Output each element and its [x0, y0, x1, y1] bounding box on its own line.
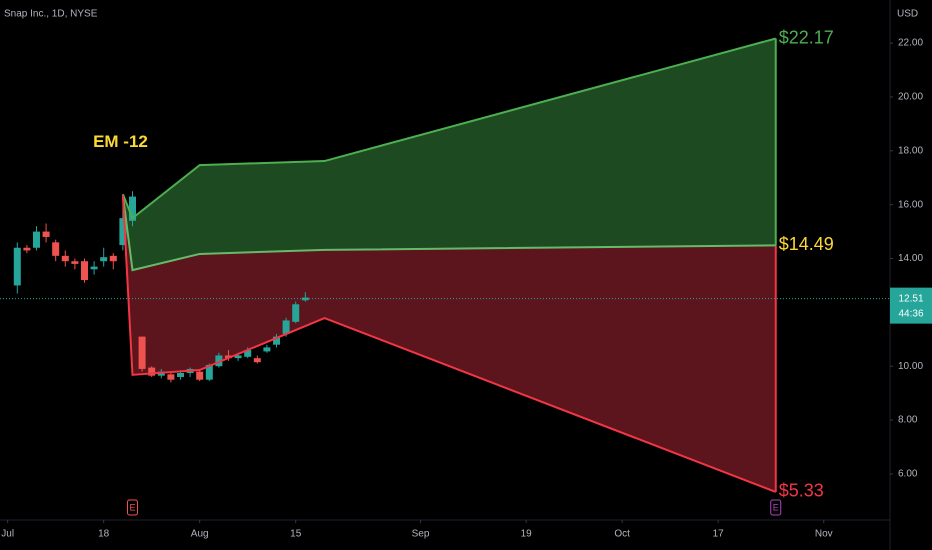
band-area [122, 38, 776, 271]
candle-body [23, 247, 31, 251]
candle-body [42, 231, 50, 237]
candle-body [225, 355, 233, 359]
candle-body [215, 355, 223, 367]
candle-body [52, 242, 60, 256]
y-tick-label: 10.00 [898, 361, 923, 372]
candle-body [205, 364, 213, 380]
candle-body [282, 320, 290, 334]
x-tick-label: Sep [412, 529, 430, 540]
countdown: 44:36 [898, 308, 923, 319]
event-label: E [129, 502, 135, 512]
x-tick-label: Oct [614, 529, 630, 540]
y-tick-label: 22.00 [898, 38, 923, 49]
x-tick-label: 17 [713, 529, 725, 540]
x-tick-label: 18 [98, 529, 110, 540]
x-tick-label: Jul [1, 529, 14, 540]
candle-body [138, 336, 146, 369]
candle-body [244, 350, 252, 357]
event-marker [126, 499, 138, 516]
y-tick-label: 18.00 [898, 145, 923, 156]
band-end-label: $14.49 [779, 234, 834, 254]
candle-body [273, 336, 281, 345]
candle-body [119, 218, 127, 246]
candle-body [32, 231, 40, 248]
chart-title: Snap Inc., 1D, NYSE [4, 9, 98, 20]
candle-body [109, 255, 117, 262]
candle-body [234, 355, 242, 359]
y-tick-label: 20.00 [898, 92, 923, 103]
band-line [121, 37, 777, 220]
candle-body [100, 257, 108, 262]
band-line [121, 195, 777, 493]
candle-body [80, 261, 88, 281]
candle-body [253, 358, 261, 363]
x-tick-label: Aug [191, 529, 209, 540]
event-marker [770, 499, 782, 516]
candle-body [13, 247, 21, 286]
x-tick-label: 15 [290, 529, 302, 540]
band-end-label: $5.33 [779, 481, 824, 501]
y-tick-label: 6.00 [898, 469, 918, 480]
candle-body [263, 347, 271, 352]
event-label: E [773, 502, 779, 512]
last-price-label: 12.51 [898, 293, 923, 304]
x-tick-label: Nov [815, 529, 833, 540]
candle-body [301, 297, 309, 301]
x-tick-label: 19 [521, 529, 533, 540]
candle-body [176, 372, 184, 378]
band-line [121, 195, 776, 272]
annotation: EM -12 [93, 132, 148, 151]
candle-body [167, 374, 175, 380]
candle-body [61, 255, 69, 262]
candle-body [71, 261, 79, 264]
y-tick-label: 14.00 [898, 253, 923, 264]
candle-body [292, 304, 300, 322]
band-end-label: $22.17 [779, 27, 834, 47]
band-area [122, 195, 776, 492]
y-tick-label: 16.00 [898, 199, 923, 210]
candle-body [90, 266, 98, 270]
currency: USD [897, 9, 918, 20]
candle-body [148, 367, 156, 376]
last-price-badge [890, 287, 932, 324]
candle-body [128, 196, 136, 221]
candle-body [196, 371, 204, 380]
y-tick-label: 8.00 [898, 415, 918, 426]
